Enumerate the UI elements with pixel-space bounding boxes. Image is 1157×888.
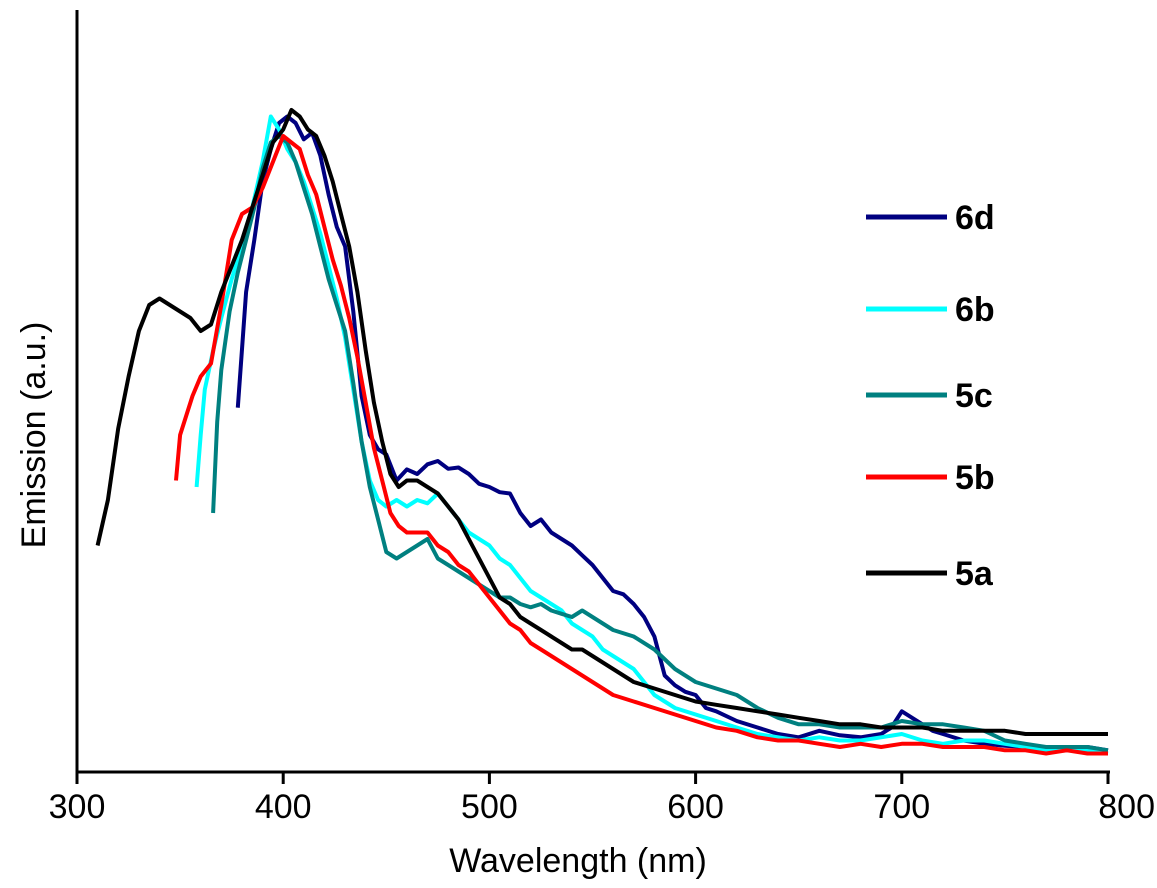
x-ticks: 300 400 500 600 700 800 — [49, 772, 1155, 826]
series-line-5a — [95, 108, 1108, 736]
x-tick-label-800: 800 — [1098, 788, 1155, 826]
plot-lines — [95, 108, 1109, 756]
legend-label-5c: 5c — [955, 377, 993, 415]
legend-label-6b: 6b — [955, 291, 995, 329]
x-tick-label-400: 400 — [255, 788, 312, 826]
y-axis-label: Emission (a.u.) — [15, 322, 53, 549]
axes — [75, 10, 1110, 774]
legend-label-5a: 5a — [955, 555, 994, 593]
x-tick-label-600: 600 — [667, 788, 724, 826]
legend: 6d 6b 5c 5b 5a — [866, 199, 995, 593]
x-tick-label-500: 500 — [461, 788, 518, 826]
series-line-6d — [235, 114, 1109, 753]
x-tick-label-300: 300 — [49, 788, 106, 826]
legend-label-6d: 6d — [955, 199, 995, 237]
legend-label-5b: 5b — [955, 459, 995, 497]
series-line-5b — [174, 134, 1108, 756]
x-tick-label-700: 700 — [873, 788, 930, 826]
x-axis-label: Wavelength (nm) — [449, 842, 707, 880]
